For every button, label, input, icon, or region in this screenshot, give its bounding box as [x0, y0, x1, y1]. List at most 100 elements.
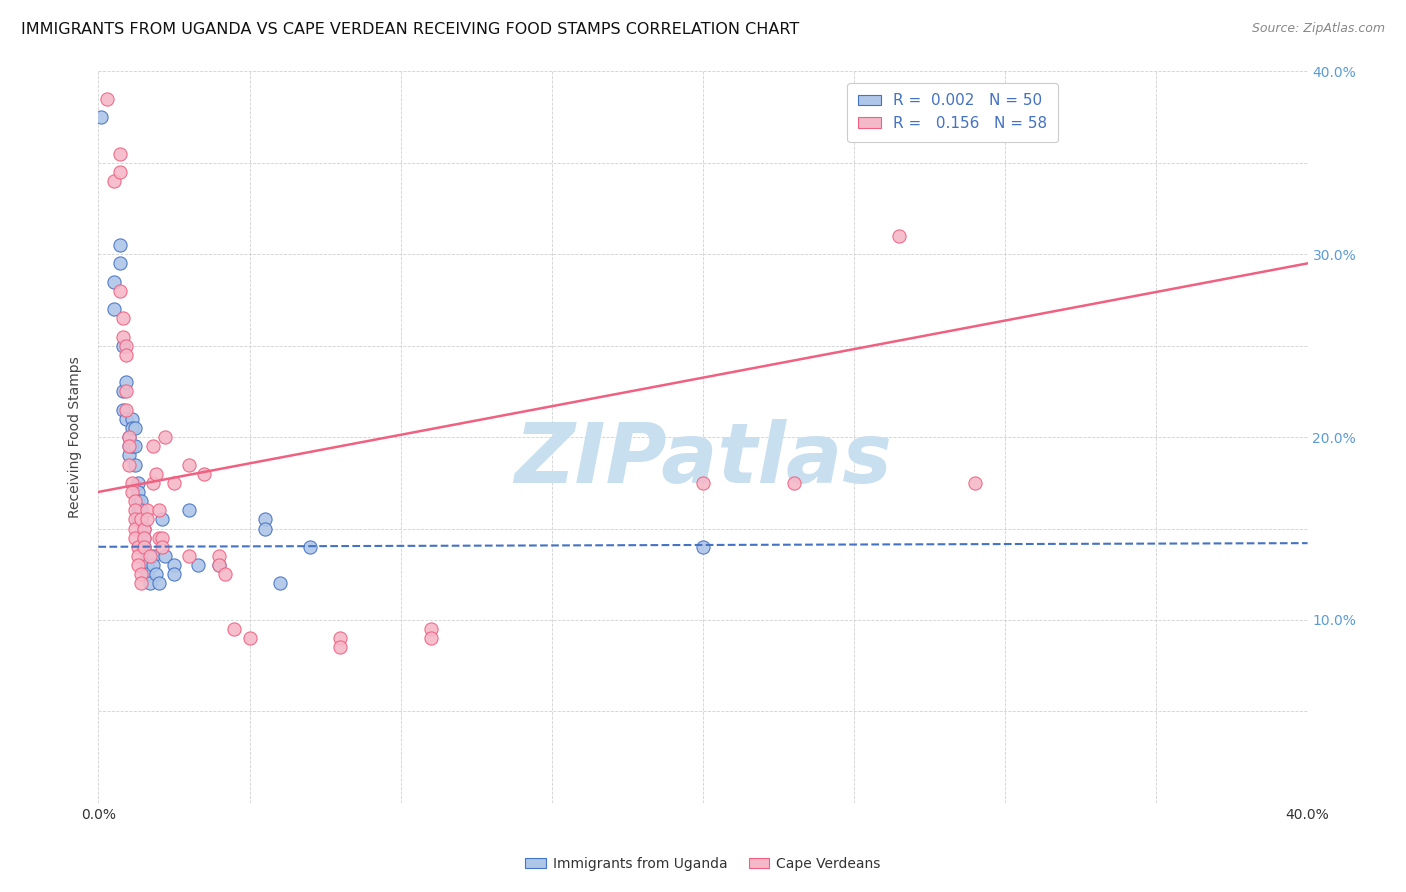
Point — [111, 329, 134, 343]
Point — [179, 549, 201, 563]
Point — [121, 412, 143, 426]
Point — [208, 558, 231, 573]
Point — [111, 384, 134, 399]
Point — [135, 549, 157, 563]
Point — [129, 512, 152, 526]
Point — [118, 430, 141, 444]
Point — [889, 228, 911, 243]
Point — [121, 421, 143, 435]
Point — [132, 540, 155, 554]
Point — [135, 512, 157, 526]
Point — [163, 558, 186, 573]
Point — [145, 567, 167, 582]
Point — [153, 549, 176, 563]
Point — [299, 540, 322, 554]
Point — [118, 449, 141, 463]
Point — [127, 549, 149, 563]
Point — [329, 632, 352, 646]
Point — [783, 475, 806, 490]
Point — [145, 467, 167, 481]
Point — [187, 558, 209, 573]
Point — [121, 475, 143, 490]
Point — [108, 284, 131, 298]
Point — [124, 421, 146, 435]
Point — [124, 494, 146, 508]
Point — [108, 146, 131, 161]
Point — [179, 458, 201, 472]
Legend: Immigrants from Uganda, Cape Verdeans: Immigrants from Uganda, Cape Verdeans — [520, 851, 886, 876]
Point — [163, 567, 186, 582]
Point — [214, 567, 236, 582]
Point — [127, 475, 149, 490]
Point — [208, 558, 231, 573]
Point — [118, 430, 141, 444]
Point — [124, 521, 146, 535]
Text: Source: ZipAtlas.com: Source: ZipAtlas.com — [1251, 22, 1385, 36]
Point — [163, 475, 186, 490]
Point — [148, 531, 170, 545]
Point — [127, 558, 149, 573]
Point — [121, 485, 143, 500]
Point — [150, 540, 173, 554]
Point — [132, 531, 155, 545]
Point — [129, 567, 152, 582]
Point — [142, 558, 165, 573]
Point — [108, 165, 131, 179]
Point — [103, 275, 125, 289]
Point — [127, 494, 149, 508]
Point — [135, 558, 157, 573]
Point — [253, 521, 276, 535]
Point — [108, 238, 131, 252]
Point — [96, 92, 118, 106]
Point — [692, 540, 714, 554]
Point — [179, 503, 201, 517]
Point — [150, 512, 173, 526]
Point — [132, 521, 155, 535]
Point — [142, 475, 165, 490]
Point — [118, 439, 141, 453]
Text: ZIPatlas: ZIPatlas — [515, 418, 891, 500]
Point — [139, 549, 162, 563]
Point — [111, 402, 134, 417]
Point — [111, 338, 134, 352]
Point — [114, 412, 136, 426]
Point — [208, 549, 231, 563]
Point — [224, 622, 246, 636]
Point — [269, 576, 291, 591]
Point — [108, 256, 131, 270]
Point — [114, 376, 136, 390]
Point — [129, 494, 152, 508]
Point — [142, 549, 165, 563]
Point — [139, 576, 162, 591]
Point — [121, 439, 143, 453]
Point — [253, 512, 276, 526]
Point — [127, 540, 149, 554]
Y-axis label: Receiving Food Stamps: Receiving Food Stamps — [69, 356, 83, 518]
Point — [118, 439, 141, 453]
Point — [129, 512, 152, 526]
Point — [692, 475, 714, 490]
Point — [420, 632, 443, 646]
Point — [153, 430, 176, 444]
Point — [127, 503, 149, 517]
Point — [114, 384, 136, 399]
Point — [135, 567, 157, 582]
Point — [127, 485, 149, 500]
Point — [103, 174, 125, 188]
Point — [90, 110, 112, 124]
Point — [239, 632, 262, 646]
Point — [114, 338, 136, 352]
Point — [132, 521, 155, 535]
Point — [135, 503, 157, 517]
Point — [129, 576, 152, 591]
Point — [111, 311, 134, 326]
Point — [103, 301, 125, 317]
Point — [124, 531, 146, 545]
Text: IMMIGRANTS FROM UGANDA VS CAPE VERDEAN RECEIVING FOOD STAMPS CORRELATION CHART: IMMIGRANTS FROM UGANDA VS CAPE VERDEAN R… — [21, 22, 800, 37]
Point — [148, 503, 170, 517]
Point — [118, 458, 141, 472]
Point — [142, 439, 165, 453]
Point — [114, 348, 136, 362]
Point — [329, 640, 352, 655]
Point — [193, 467, 215, 481]
